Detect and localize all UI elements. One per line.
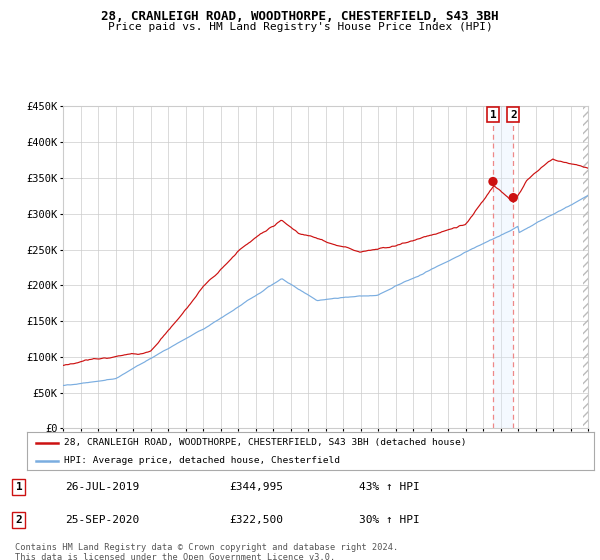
Bar <box>583 106 588 428</box>
Point <box>488 177 498 186</box>
Text: 26-JUL-2019: 26-JUL-2019 <box>65 482 139 492</box>
Text: Price paid vs. HM Land Registry's House Price Index (HPI): Price paid vs. HM Land Registry's House … <box>107 22 493 32</box>
Text: 28, CRANLEIGH ROAD, WOODTHORPE, CHESTERFIELD, S43 3BH: 28, CRANLEIGH ROAD, WOODTHORPE, CHESTERF… <box>101 10 499 23</box>
Text: £322,500: £322,500 <box>229 515 283 525</box>
Text: £344,995: £344,995 <box>229 482 283 492</box>
Text: Contains HM Land Registry data © Crown copyright and database right 2024.: Contains HM Land Registry data © Crown c… <box>15 543 398 552</box>
Text: 25-SEP-2020: 25-SEP-2020 <box>65 515 139 525</box>
Bar <box>493 106 513 428</box>
Text: 28, CRANLEIGH ROAD, WOODTHORPE, CHESTERFIELD, S43 3BH (detached house): 28, CRANLEIGH ROAD, WOODTHORPE, CHESTERF… <box>64 438 466 447</box>
Text: 2: 2 <box>510 110 517 120</box>
Text: 2: 2 <box>16 515 22 525</box>
Text: 1: 1 <box>16 482 22 492</box>
Text: HPI: Average price, detached house, Chesterfield: HPI: Average price, detached house, Ches… <box>64 456 340 465</box>
Text: This data is licensed under the Open Government Licence v3.0.: This data is licensed under the Open Gov… <box>15 553 335 560</box>
Text: 43% ↑ HPI: 43% ↑ HPI <box>359 482 419 492</box>
Text: 30% ↑ HPI: 30% ↑ HPI <box>359 515 419 525</box>
Point <box>508 193 518 202</box>
Text: 1: 1 <box>490 110 496 120</box>
